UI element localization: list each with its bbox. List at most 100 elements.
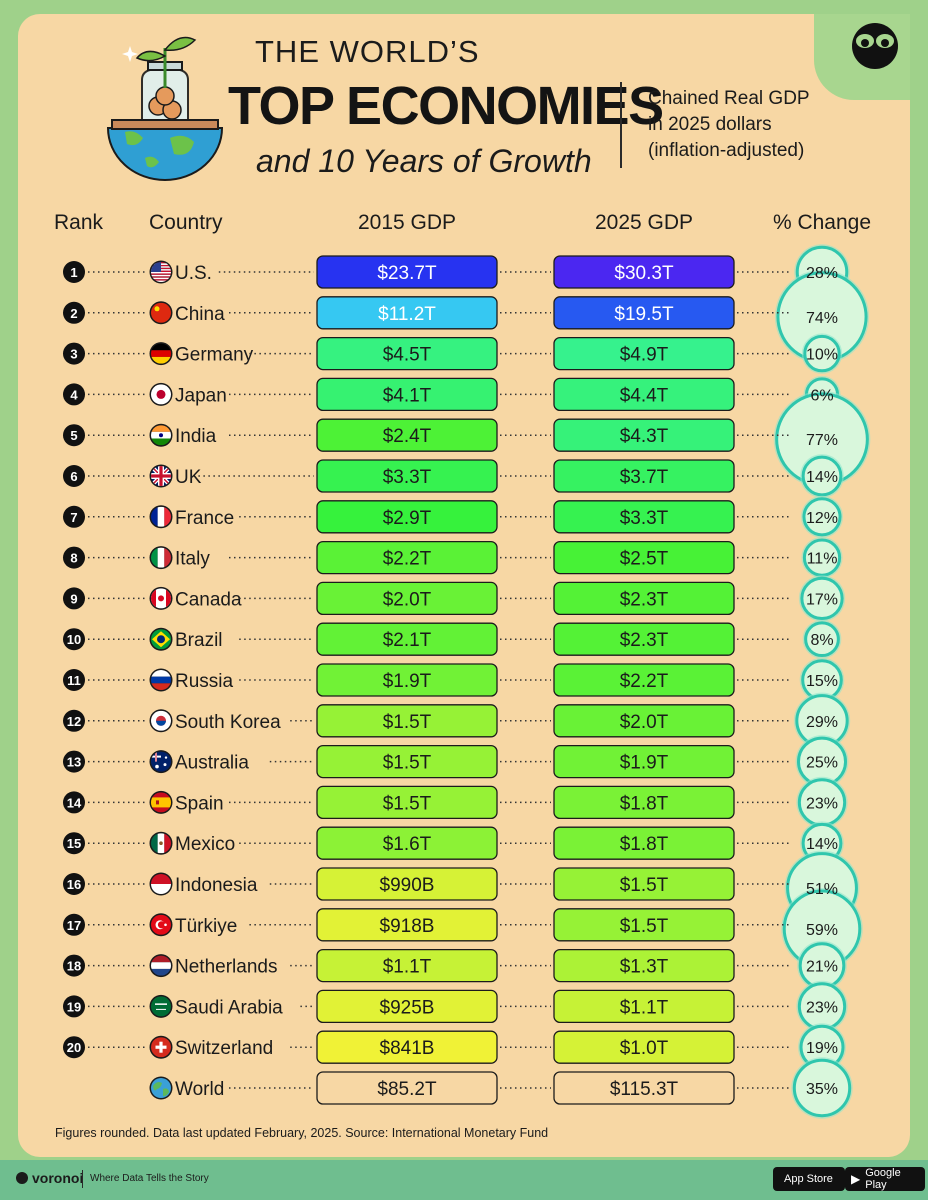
gb-flag-icon <box>151 466 171 486</box>
gdp-2015-label: $11.2T <box>378 304 436 325</box>
gdp-2025-bar <box>553 581 735 616</box>
gdp-2015-label: $841B <box>380 1038 435 1059</box>
sa-flag-icon <box>151 996 171 1017</box>
rank-badge <box>63 465 85 487</box>
gdp-2025-label: $1.0T <box>620 1038 669 1059</box>
country-name: Spain <box>175 793 224 814</box>
id-flag-icon <box>151 874 171 894</box>
gdp-2015-label: $1.5T <box>383 793 432 814</box>
rank-number: 16 <box>67 877 81 892</box>
gdp-2025-label: $4.9T <box>620 345 669 366</box>
header-country: Country <box>149 211 223 234</box>
in-flag-icon <box>151 425 171 446</box>
gdp-2015-bar <box>316 826 498 860</box>
gdp-2015-bar <box>316 989 498 1024</box>
gdp-2025-label: $2.3T <box>620 589 669 610</box>
country-name: U.S. <box>175 263 212 284</box>
country-name: Mexico <box>175 834 235 855</box>
visual-capitalist-logo-icon <box>852 23 898 69</box>
country-name: Japan <box>175 385 227 406</box>
gdp-2015-label: $2.2T <box>383 549 432 570</box>
gdp-2025-bar <box>553 826 735 860</box>
rank-number: 5 <box>70 428 77 443</box>
country-name: Saudi Arabia <box>175 997 283 1018</box>
voronoi-brand[interactable]: voronoi <box>16 1170 83 1186</box>
percent-change-label: 6% <box>810 387 833 404</box>
change-bubble <box>802 497 842 537</box>
rank-number: 10 <box>67 632 81 647</box>
rank-badge <box>63 628 85 651</box>
rank-badge <box>63 709 85 732</box>
gdp-2015-label: $2.1T <box>383 630 432 651</box>
gdp-2025-label: $19.5T <box>614 304 674 325</box>
gdp-2025-label: $115.3T <box>610 1079 679 1100</box>
header-rank: Rank <box>54 211 104 234</box>
rank-badge <box>63 873 85 895</box>
gdp-2025-label: $1.3T <box>620 957 669 978</box>
percent-change-label: 23% <box>806 999 838 1016</box>
rank-badge <box>63 791 85 814</box>
gdp-2025-bar <box>553 785 735 820</box>
rank-number: 2 <box>70 306 77 321</box>
gdp-2015-label: $23.7T <box>377 263 437 284</box>
gdp-2025-label: $4.3T <box>620 426 669 447</box>
subtitle: Chained Real GDP in 2025 dollars (inflat… <box>648 88 810 161</box>
rank-badge <box>63 1036 85 1059</box>
gdp-2015-bar <box>316 500 498 534</box>
rank-badge <box>63 954 85 977</box>
footer-divider <box>82 1170 83 1188</box>
country-name: France <box>175 508 234 529</box>
gdp-2025-bar <box>553 989 735 1024</box>
gdp-2025-label: $1.5T <box>620 875 669 896</box>
gdp-2015-label: $4.1T <box>383 385 432 406</box>
gdp-2025-label: $2.2T <box>620 671 669 692</box>
gdp-2015-bar <box>316 540 498 575</box>
footnote: Figures rounded. Data last updated Febru… <box>55 1126 549 1140</box>
rank-number: 9 <box>70 591 77 606</box>
app-store-badge[interactable]: App Store <box>773 1167 845 1191</box>
rank-badge <box>63 750 85 773</box>
footer-tagline: Where Data Tells the Story <box>90 1173 209 1184</box>
rank-number: 20 <box>67 1040 81 1055</box>
gdp-2015-label: $1.5T <box>383 753 432 774</box>
title-line-1: THE WORLD’S <box>255 34 480 69</box>
google-play-badge[interactable]: ▶ Google Play <box>845 1167 925 1191</box>
ru-flag-icon <box>151 670 171 690</box>
percent-change-label: 29% <box>806 714 838 731</box>
country-name: Canada <box>175 589 242 610</box>
header-percent-change: % Change <box>772 211 872 234</box>
gdp-2015-label: $2.9T <box>383 508 432 529</box>
percent-change-label: 10% <box>806 347 838 364</box>
gdp-2025-bar <box>553 908 735 942</box>
gdp-2015-label: $990B <box>380 875 435 896</box>
de-flag-icon <box>151 343 171 364</box>
gdp-2025-label: $1.8T <box>620 793 669 814</box>
gdp-2025-label: $1.5T <box>620 916 669 937</box>
rank-badge <box>63 587 85 610</box>
gdp-2025-label: $4.4T <box>620 385 669 406</box>
percent-change-label: 15% <box>806 673 838 690</box>
gdp-2015-label: $2.0T <box>383 589 432 610</box>
nl-flag-icon <box>151 955 171 976</box>
gdp-2015-bar <box>316 744 498 779</box>
rank-number: 8 <box>70 551 77 566</box>
brand-name: voronoi <box>32 1170 84 1186</box>
percent-change-label: 8% <box>810 632 833 649</box>
rank-badge <box>63 546 85 569</box>
gdp-2015-bar <box>316 581 498 616</box>
header-2015-gdp: 2015 GDP <box>357 211 457 234</box>
rank-number: 15 <box>67 836 81 851</box>
rank-badge <box>63 669 85 691</box>
us-flag-icon <box>151 262 171 282</box>
percent-change-label: 14% <box>806 469 838 486</box>
gdp-2015-label: $1.5T <box>383 712 432 733</box>
rank-number: 4 <box>70 387 78 402</box>
rank-badge <box>63 832 85 855</box>
app-store-label: App Store <box>784 1173 833 1185</box>
gdp-2025-label: $3.7T <box>620 467 669 488</box>
rank-number: 12 <box>67 714 81 729</box>
percent-change-label: 12% <box>806 510 838 527</box>
rank-number: 1 <box>70 265 77 280</box>
rank-badge <box>63 342 85 365</box>
change-bubble <box>792 1058 852 1118</box>
